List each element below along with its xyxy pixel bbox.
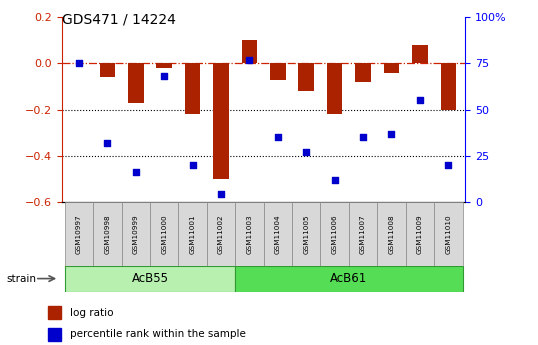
Text: AcB55: AcB55 xyxy=(131,272,168,285)
Point xyxy=(302,149,310,155)
Bar xyxy=(270,63,286,80)
Text: GSM11008: GSM11008 xyxy=(388,214,394,254)
Point xyxy=(160,73,168,79)
Text: log ratio: log ratio xyxy=(70,308,114,318)
Text: GSM11010: GSM11010 xyxy=(445,214,451,254)
Text: GSM11004: GSM11004 xyxy=(275,214,281,254)
Bar xyxy=(179,202,207,266)
Text: percentile rank within the sample: percentile rank within the sample xyxy=(70,329,246,339)
Text: GSM11001: GSM11001 xyxy=(189,214,196,254)
Bar xyxy=(100,63,115,77)
Text: GSM10997: GSM10997 xyxy=(76,214,82,254)
Point xyxy=(75,61,83,66)
Bar xyxy=(47,328,61,341)
Bar xyxy=(327,63,343,114)
Point xyxy=(387,131,396,136)
Point xyxy=(245,57,254,62)
Point xyxy=(103,140,112,146)
Point xyxy=(415,98,424,103)
Bar xyxy=(122,202,150,266)
Bar xyxy=(207,202,235,266)
Bar xyxy=(65,202,93,266)
Text: GSM10999: GSM10999 xyxy=(133,214,139,254)
Bar xyxy=(93,202,122,266)
Text: GSM11003: GSM11003 xyxy=(246,214,252,254)
Bar xyxy=(185,63,200,114)
Text: GSM11005: GSM11005 xyxy=(303,214,309,254)
Bar xyxy=(441,63,456,110)
Bar xyxy=(128,63,144,102)
Text: GSM11009: GSM11009 xyxy=(417,214,423,254)
Bar xyxy=(355,63,371,82)
Bar xyxy=(321,202,349,266)
Bar xyxy=(384,63,399,73)
Point xyxy=(330,177,339,183)
Point xyxy=(217,192,225,197)
Bar xyxy=(434,202,463,266)
Bar xyxy=(242,40,257,63)
Bar xyxy=(292,202,321,266)
Text: AcB61: AcB61 xyxy=(330,272,367,285)
Bar xyxy=(377,202,406,266)
Bar xyxy=(264,202,292,266)
Bar xyxy=(157,63,172,68)
Text: GSM11007: GSM11007 xyxy=(360,214,366,254)
Bar xyxy=(235,202,264,266)
Bar xyxy=(235,266,463,292)
Bar xyxy=(47,306,61,319)
Text: GDS471 / 14224: GDS471 / 14224 xyxy=(62,12,176,26)
Text: GSM11006: GSM11006 xyxy=(331,214,338,254)
Bar xyxy=(299,63,314,91)
Bar xyxy=(406,202,434,266)
Bar xyxy=(412,45,428,63)
Point xyxy=(273,135,282,140)
Text: GSM11002: GSM11002 xyxy=(218,214,224,254)
Bar xyxy=(65,266,235,292)
Bar xyxy=(213,63,229,179)
Text: GSM11000: GSM11000 xyxy=(161,214,167,254)
Text: strain: strain xyxy=(6,274,37,284)
Bar xyxy=(349,202,377,266)
Point xyxy=(444,162,452,168)
Point xyxy=(359,135,367,140)
Text: GSM10998: GSM10998 xyxy=(104,214,110,254)
Bar xyxy=(150,202,179,266)
Point xyxy=(188,162,197,168)
Point xyxy=(131,169,140,175)
